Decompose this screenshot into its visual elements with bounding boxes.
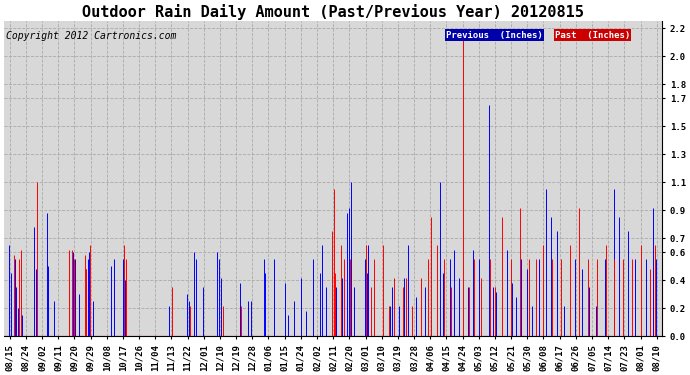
Text: Copyright 2012 Cartronics.com: Copyright 2012 Cartronics.com [6, 31, 176, 41]
Text: Previous  (Inches): Previous (Inches) [446, 31, 543, 40]
Title: Outdoor Rain Daily Amount (Past/Previous Year) 20120815: Outdoor Rain Daily Amount (Past/Previous… [82, 4, 584, 20]
Text: Past  (Inches): Past (Inches) [555, 31, 630, 40]
